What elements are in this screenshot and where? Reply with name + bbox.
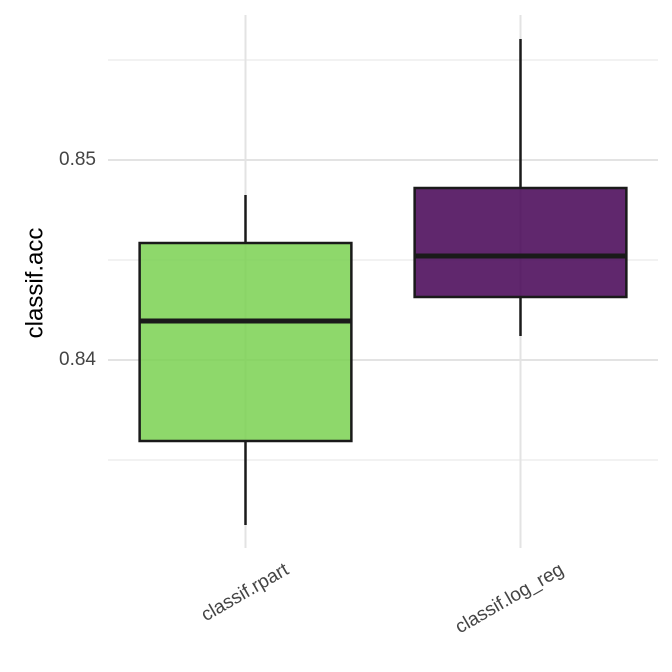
x-tick-label: classif.rpart (198, 559, 293, 626)
y-axis-label: classif.acc (21, 228, 48, 339)
y-tick-label: 0.85 (59, 149, 96, 170)
y-tick-label: 0.84 (59, 349, 96, 370)
x-tick-label: classif.log_reg (452, 559, 568, 638)
box (413, 186, 628, 299)
box (138, 241, 353, 443)
